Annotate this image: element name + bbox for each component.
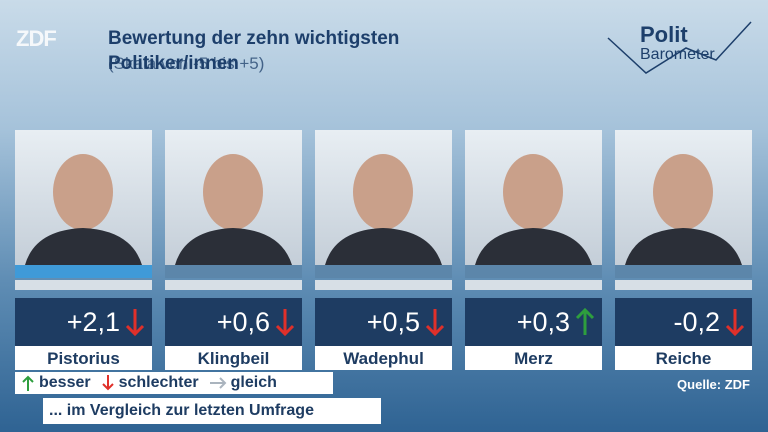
portrait-silhouette bbox=[25, 154, 142, 265]
trend-arrow bbox=[125, 309, 145, 337]
portrait-silhouette bbox=[625, 154, 742, 265]
source: Quelle: ZDF bbox=[677, 377, 750, 392]
trend-arrow bbox=[425, 309, 445, 337]
stripe bbox=[315, 265, 452, 278]
legend-note: ... im Vergleich zur letzten Umfrage bbox=[43, 398, 381, 424]
score: +0,6 bbox=[216, 306, 270, 337]
score-box: +0,5 bbox=[315, 298, 452, 346]
divider bbox=[615, 280, 752, 290]
portrait bbox=[165, 130, 302, 265]
score: +0,3 bbox=[516, 306, 570, 337]
trend-arrow bbox=[275, 309, 295, 337]
legend-label: gleich bbox=[230, 374, 277, 391]
stripe bbox=[15, 265, 152, 278]
divider bbox=[15, 280, 152, 290]
title: Bewertung der zehn wichtigsten Politiker… bbox=[108, 28, 400, 74]
score-box: +2,1 bbox=[15, 298, 152, 346]
portrait-silhouette bbox=[475, 154, 592, 265]
stripe bbox=[165, 265, 302, 278]
name: Pistorius bbox=[15, 346, 152, 370]
divider bbox=[315, 280, 452, 290]
arrow-down bbox=[101, 375, 114, 391]
legend-label: schlechter bbox=[118, 374, 199, 391]
brand: Polit Barometer bbox=[640, 24, 715, 64]
name: Merz bbox=[465, 346, 602, 370]
stripe bbox=[615, 265, 752, 278]
portrait-silhouette bbox=[175, 154, 292, 265]
arrow-up bbox=[22, 375, 34, 391]
divider bbox=[465, 280, 602, 290]
score: -0,2 bbox=[673, 306, 720, 337]
portrait bbox=[15, 130, 152, 265]
trend-arrow bbox=[725, 309, 745, 337]
logo: ZDF bbox=[16, 26, 57, 51]
score-box: +0,6 bbox=[165, 298, 302, 346]
trend-arrow bbox=[575, 307, 595, 335]
portrait bbox=[315, 130, 452, 265]
legend-label: besser bbox=[39, 374, 91, 391]
name: Klingbeil bbox=[165, 346, 302, 370]
score-box: -0,2 bbox=[615, 298, 752, 346]
score: +2,1 bbox=[66, 306, 120, 337]
portrait bbox=[465, 130, 602, 265]
name: Reiche bbox=[615, 346, 752, 370]
brand-line: Polit bbox=[640, 22, 688, 47]
brand-line: Barometer bbox=[640, 46, 715, 63]
stripe bbox=[465, 265, 602, 278]
legend: besser schlechter gleich bbox=[15, 372, 333, 394]
arrow-right bbox=[209, 377, 227, 389]
name: Wadephul bbox=[315, 346, 452, 370]
brand-graphic bbox=[607, 21, 752, 74]
subtitle: (Skala von -5 bis +5) bbox=[108, 54, 265, 73]
portrait bbox=[615, 130, 752, 265]
divider bbox=[165, 280, 302, 290]
portrait-silhouette bbox=[325, 154, 442, 265]
score-box: +0,3 bbox=[465, 298, 602, 346]
score: +0,5 bbox=[366, 306, 420, 337]
